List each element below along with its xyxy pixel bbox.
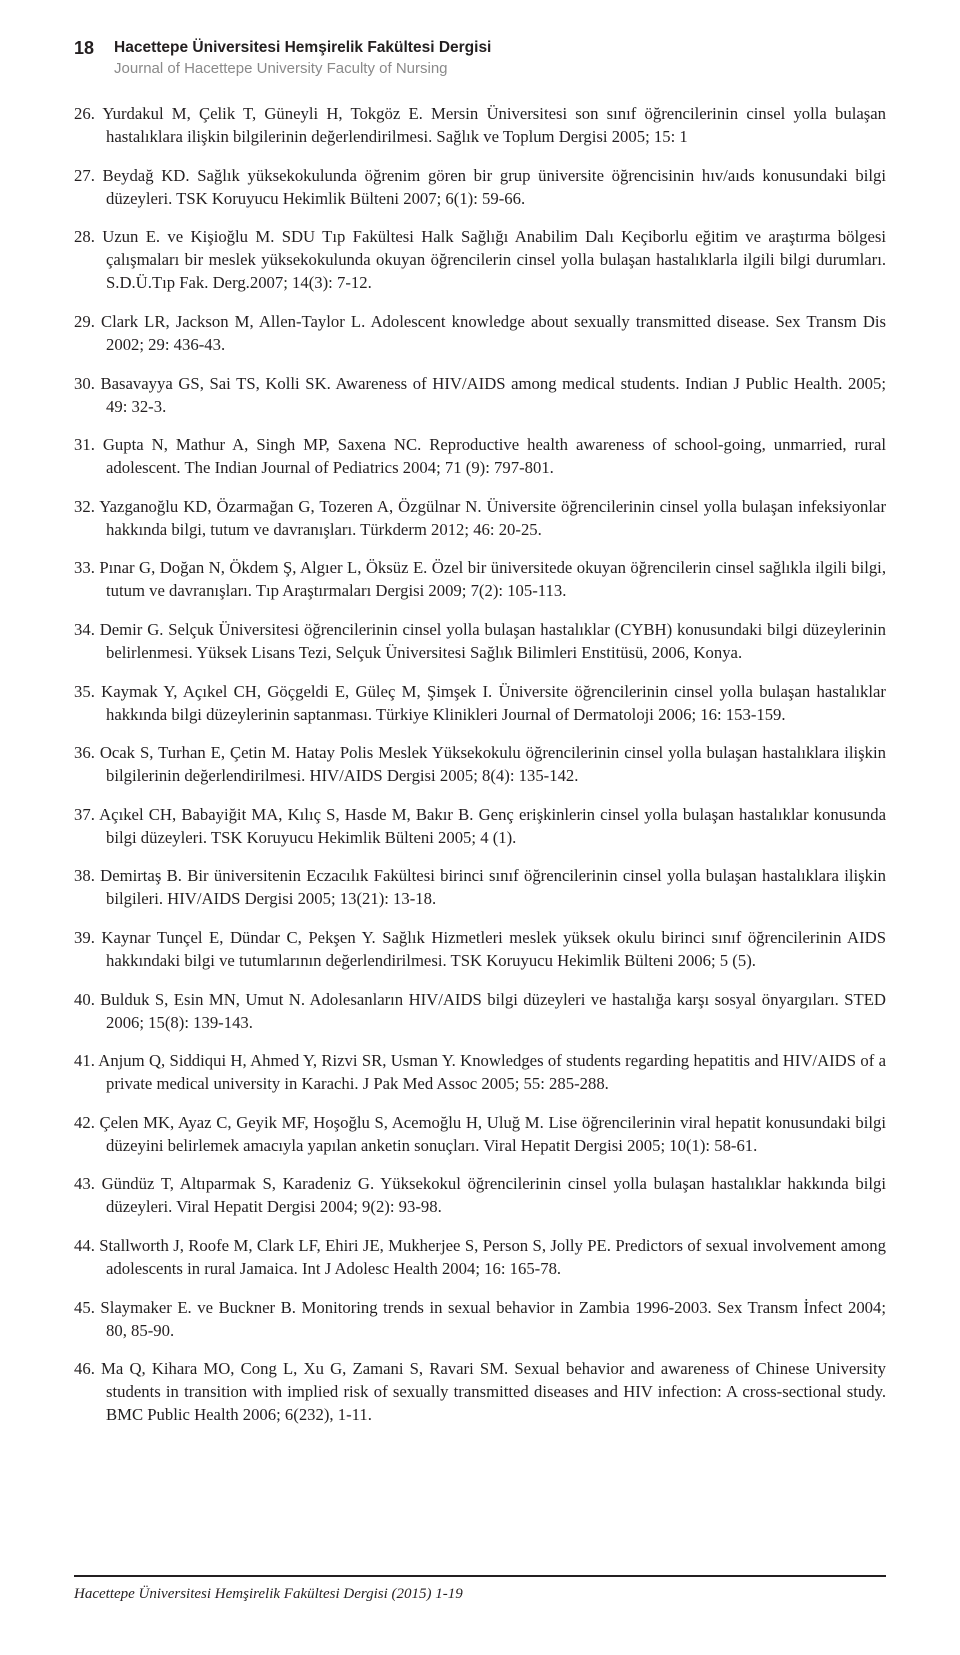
reference-item: 44. Stallworth J, Roofe M, Clark LF, Ehi… xyxy=(74,1234,886,1280)
reference-item: 26. Yurdakul M, Çelik T, Güneyli H, Tokg… xyxy=(74,102,886,148)
reference-list: 26. Yurdakul M, Çelik T, Güneyli H, Tokg… xyxy=(74,102,886,1426)
running-header: 18 Hacettepe Üniversitesi Hemşirelik Fak… xyxy=(74,38,886,80)
reference-item: 35. Kaymak Y, Açıkel CH, Göçgeldi E, Gül… xyxy=(74,680,886,726)
reference-item: 28. Uzun E. ve Kişioğlu M. SDU Tıp Fakül… xyxy=(74,225,886,294)
reference-item: 38. Demirtaş B. Bir üniversitenin Eczacı… xyxy=(74,864,886,910)
reference-item: 29. Clark LR, Jackson M, Allen-Taylor L.… xyxy=(74,310,886,356)
journal-title-en: Journal of Hacettepe University Faculty … xyxy=(114,59,491,79)
reference-item: 32. Yazganoğlu KD, Özarmağan G, Tozeren … xyxy=(74,495,886,541)
footer-rule xyxy=(74,1575,886,1577)
reference-item: 36. Ocak S, Turhan E, Çetin M. Hatay Pol… xyxy=(74,741,886,787)
reference-item: 41. Anjum Q, Siddiqui H, Ahmed Y, Rizvi … xyxy=(74,1049,886,1095)
reference-item: 40. Bulduk S, Esin MN, Umut N. Adolesanl… xyxy=(74,988,886,1034)
reference-item: 34. Demir G. Selçuk Üniversitesi öğrenci… xyxy=(74,618,886,664)
reference-item: 30. Basavayya GS, Sai TS, Kolli SK. Awar… xyxy=(74,372,886,418)
reference-item: 31. Gupta N, Mathur A, Singh MP, Saxena … xyxy=(74,433,886,479)
footer-citation: Hacettepe Üniversitesi Hemşirelik Fakült… xyxy=(74,1586,463,1603)
reference-item: 39. Kaynar Tunçel E, Dündar C, Pekşen Y.… xyxy=(74,926,886,972)
reference-item: 46. Ma Q, Kihara MO, Cong L, Xu G, Zaman… xyxy=(74,1357,886,1426)
reference-item: 43. Gündüz T, Altıparmak S, Karadeniz G.… xyxy=(74,1172,886,1218)
reference-item: 37. Açıkel CH, Babayiğit MA, Kılıç S, Ha… xyxy=(74,803,886,849)
page: 18 Hacettepe Üniversitesi Hemşirelik Fak… xyxy=(0,0,960,1655)
reference-item: 33. Pınar G, Doğan N, Ökdem Ş, Algıer L,… xyxy=(74,556,886,602)
reference-item: 27. Beydağ KD. Sağlık yüksekokulunda öğr… xyxy=(74,164,886,210)
journal-title-tr: Hacettepe Üniversitesi Hemşirelik Fakült… xyxy=(114,38,491,59)
reference-item: 42. Çelen MK, Ayaz C, Geyik MF, Hoşoğlu … xyxy=(74,1111,886,1157)
page-number: 18 xyxy=(74,38,94,60)
reference-item: 45. Slaymaker E. ve Buckner B. Monitorin… xyxy=(74,1296,886,1342)
header-titles: Hacettepe Üniversitesi Hemşirelik Fakült… xyxy=(114,38,491,79)
